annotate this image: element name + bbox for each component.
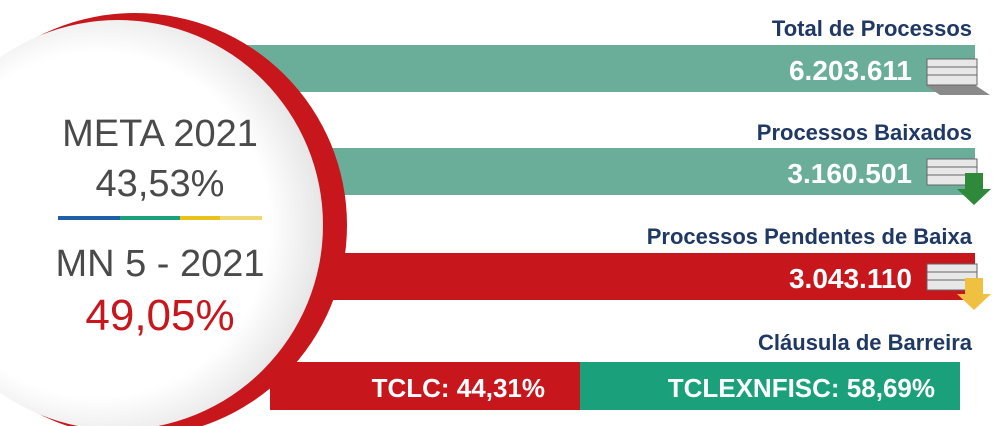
icon-stack [926,263,991,310]
mn-value: 49,05% [85,291,234,340]
bar-tclexnfisc [580,362,960,410]
tclc: TCLC: 44,31% [372,373,545,403]
icon-stack [926,158,991,205]
tclexnfisc: TCLEXNFISC: 58,69% [668,373,935,403]
bar-tclc [270,362,580,410]
bar-baixados [320,148,975,195]
row-title: Total de Processos [772,16,972,41]
bar-pendentes [320,253,975,300]
barrier-title: Cláusula de Barreira [758,330,973,355]
circle [0,20,323,426]
row-value: 3.160.501 [787,158,912,189]
row-title: Processos Baixados [757,120,972,145]
row-title: Processos Pendentes de Baixa [647,224,973,249]
row-value: 6.203.611 [789,55,912,86]
meta-value: 43,53% [96,163,225,205]
icon-stack [925,58,990,95]
bar-total [230,45,975,92]
row-value: 3.043.110 [789,263,912,294]
mn-label: MN 5 - 2021 [55,243,264,285]
meta-label: META 2021 [62,113,258,155]
